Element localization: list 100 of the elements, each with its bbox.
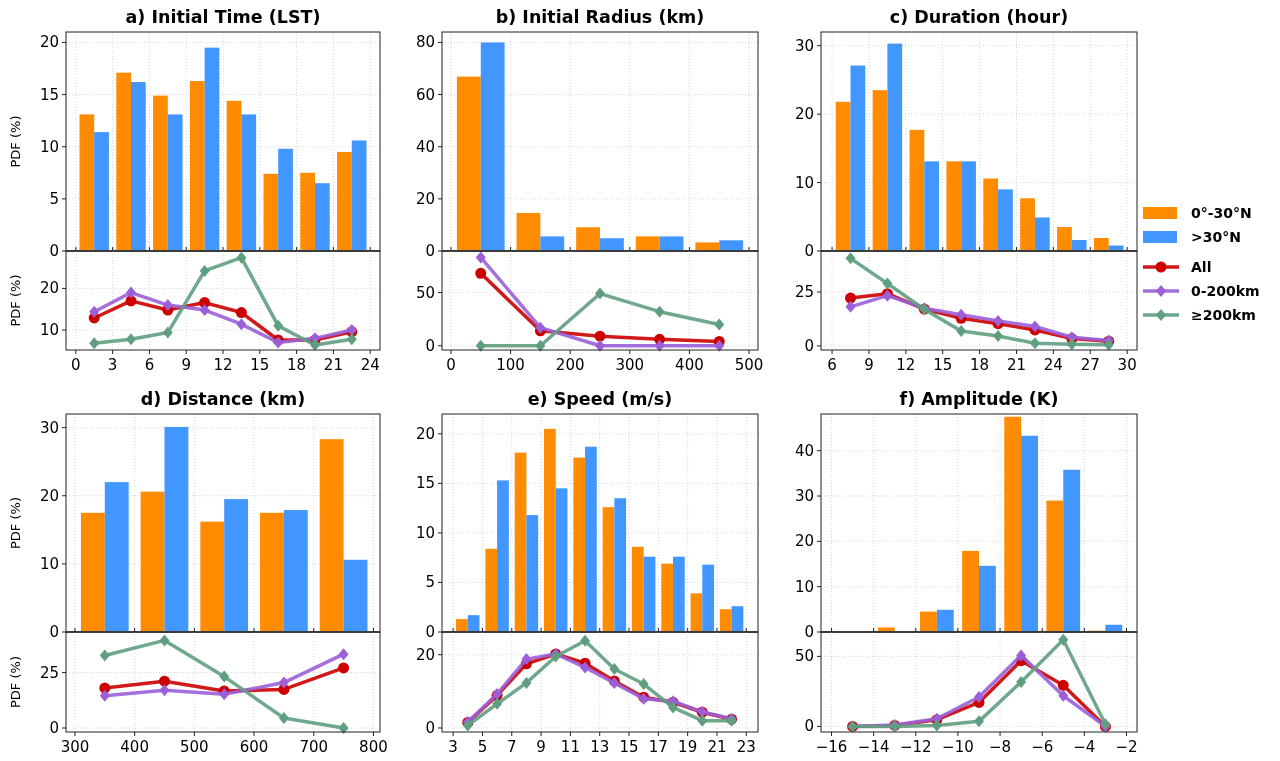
x-tick-label: −4 xyxy=(1073,738,1096,756)
chart-title: b) Initial Radius (km) xyxy=(495,7,705,27)
y-tick-label: 10 xyxy=(415,523,435,542)
y-axis-title: PDF (%) xyxy=(8,497,23,549)
y-tick-label: 30 xyxy=(39,418,59,437)
x-tick-label: 15 xyxy=(619,738,639,756)
y-axis-title: PDF (%) xyxy=(8,656,23,708)
chart-title: d) Distance (km) xyxy=(140,389,306,409)
y-tick-label: 50 xyxy=(415,283,435,302)
x-tick-label: 3 xyxy=(107,356,118,374)
x-tick-label: −14 xyxy=(857,738,890,756)
y-tick-label: 20 xyxy=(39,33,59,52)
x-tick-label: 400 xyxy=(120,738,149,756)
y-tick-label: 0 xyxy=(49,242,59,260)
y-tick-label: 15 xyxy=(415,474,435,493)
y-tick-label: 10 xyxy=(794,577,814,596)
x-tick-label: 500 xyxy=(734,356,764,374)
x-tick-label: 12 xyxy=(213,356,233,374)
chart-title: e) Speed (m/s) xyxy=(527,389,673,409)
legend-label: >30°N xyxy=(1191,229,1241,245)
x-tick-label: 30 xyxy=(1117,356,1137,374)
y-tick-label: 0 xyxy=(425,242,435,260)
y-tick-label: 0 xyxy=(425,336,435,355)
y-tick-label: 0 xyxy=(49,719,59,738)
y-tick-label: 5 xyxy=(49,189,59,208)
x-tick-label: 6 xyxy=(144,356,155,374)
y-tick-label: 20 xyxy=(39,279,59,298)
legend-label: ≥200km xyxy=(1191,307,1256,323)
y-tick-label: 20 xyxy=(415,189,435,208)
x-tick-label: 18 xyxy=(970,356,990,374)
x-tick-label: 13 xyxy=(590,738,610,756)
x-tick-label: 400 xyxy=(675,356,704,374)
legend-label: All xyxy=(1191,259,1212,275)
x-tick-label: 300 xyxy=(60,738,90,756)
x-tick-label: 24 xyxy=(1043,356,1063,374)
x-tick-label: −16 xyxy=(815,738,848,756)
y-tick-label: 5 xyxy=(425,573,435,592)
x-tick-label: 15 xyxy=(250,356,270,374)
x-tick-label: 21 xyxy=(323,356,343,374)
x-tick-label: 700 xyxy=(299,738,329,756)
y-tick-label: 0 xyxy=(425,623,435,641)
y-tick-label: 40 xyxy=(794,441,814,460)
y-tick-label: 0 xyxy=(804,623,814,641)
legend-label: 0°-30°N xyxy=(1191,205,1252,221)
x-tick-label: 300 xyxy=(615,356,645,374)
x-tick-label: 7 xyxy=(506,738,517,756)
y-tick-label: 25 xyxy=(794,282,814,301)
x-tick-label: 18 xyxy=(287,356,307,374)
y-tick-label: 0 xyxy=(804,717,814,736)
y-tick-label: 20 xyxy=(794,105,814,124)
y-tick-label: 80 xyxy=(415,33,435,52)
x-tick-label: 100 xyxy=(496,356,525,374)
x-tick-label: −2 xyxy=(1115,738,1138,756)
x-tick-label: 12 xyxy=(896,356,916,374)
x-tick-label: 0 xyxy=(71,356,81,374)
x-tick-label: 200 xyxy=(555,356,585,374)
x-tick-label: 24 xyxy=(360,356,380,374)
y-tick-label: 25 xyxy=(39,663,59,682)
y-tick-label: 60 xyxy=(415,85,435,104)
x-tick-label: 11 xyxy=(560,738,580,756)
y-tick-label: 10 xyxy=(39,321,59,340)
x-tick-label: 23 xyxy=(736,738,756,756)
x-tick-label: 27 xyxy=(1080,356,1100,374)
y-tick-label: 0 xyxy=(804,336,814,355)
x-tick-label: −12 xyxy=(899,738,932,756)
x-tick-label: 500 xyxy=(180,738,209,756)
y-tick-label: 30 xyxy=(794,36,814,55)
y-tick-label: 20 xyxy=(794,532,814,551)
y-axis-title: PDF (%) xyxy=(8,274,23,327)
chart-title: a) Initial Time (LST) xyxy=(125,7,321,27)
y-tick-label: 10 xyxy=(39,137,59,156)
x-tick-label: 5 xyxy=(477,738,488,756)
chart-title: f) Amplitude (K) xyxy=(899,389,1059,409)
y-tick-label: 10 xyxy=(794,173,814,192)
y-tick-label: 30 xyxy=(794,487,814,506)
y-tick-label: 0 xyxy=(804,242,814,260)
x-tick-label: 600 xyxy=(239,738,269,756)
x-tick-label: 0 xyxy=(446,356,456,374)
x-tick-label: 19 xyxy=(678,738,698,756)
y-axis-title: PDF (%) xyxy=(8,115,23,168)
x-tick-label: 800 xyxy=(359,738,388,756)
y-tick-label: 20 xyxy=(415,424,435,443)
y-tick-label: 15 xyxy=(39,85,59,104)
x-tick-label: 21 xyxy=(707,738,727,756)
x-tick-label: 6 xyxy=(827,356,837,374)
x-tick-label: −6 xyxy=(1031,738,1054,756)
x-tick-label: −10 xyxy=(942,738,974,756)
y-tick-label: 20 xyxy=(415,645,435,664)
y-tick-label: 40 xyxy=(415,137,435,156)
x-tick-label: 9 xyxy=(181,356,191,374)
chart-title: c) Duration (hour) xyxy=(889,7,1069,27)
y-tick-label: 50 xyxy=(794,647,814,666)
x-tick-label: 15 xyxy=(933,356,953,374)
x-tick-label: −8 xyxy=(989,738,1012,756)
x-tick-label: 9 xyxy=(536,738,546,756)
y-tick-label: 20 xyxy=(39,486,59,505)
y-tick-label: 10 xyxy=(39,554,59,573)
y-tick-label: 0 xyxy=(49,623,59,641)
x-tick-label: 17 xyxy=(648,738,668,756)
x-tick-label: 21 xyxy=(1006,356,1027,374)
